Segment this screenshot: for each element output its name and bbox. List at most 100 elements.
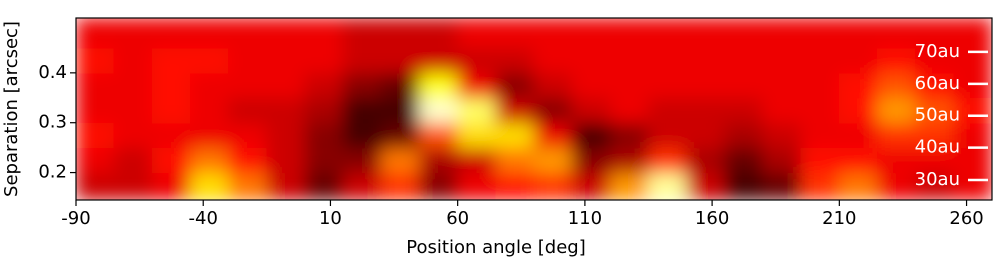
heatmap-cell	[838, 122, 878, 149]
y-tick-label: 0.2	[38, 162, 67, 183]
heatmap-cell	[457, 122, 497, 149]
heatmap-cell	[151, 47, 191, 74]
heatmap-cell	[76, 172, 115, 200]
heatmap-cell	[380, 72, 420, 99]
heatmap-cell	[686, 122, 726, 149]
heatmap-cell	[457, 18, 497, 49]
heatmap	[76, 18, 992, 200]
heatmap-cell	[838, 172, 878, 200]
heatmap-cell	[800, 147, 840, 174]
heatmap-cell	[838, 18, 878, 49]
heatmap-cell	[609, 172, 649, 200]
heatmap-cell	[609, 47, 649, 74]
heatmap-cell	[533, 147, 573, 174]
heatmap-cell	[609, 18, 649, 49]
heatmap-cell	[228, 97, 268, 124]
heatmap-cell	[380, 122, 420, 149]
heatmap-cell	[266, 47, 306, 74]
heatmap-cell	[609, 72, 649, 99]
heatmap-cell	[533, 72, 573, 99]
scale-label: 30au	[915, 169, 960, 190]
heatmap-cell	[609, 97, 649, 124]
heatmap-cell	[266, 122, 306, 149]
heatmap-cell	[419, 97, 459, 124]
heatmap-cell	[495, 47, 535, 74]
heatmap-cell	[915, 47, 955, 74]
heatmap-cell	[304, 147, 344, 174]
heatmap-cell	[190, 97, 230, 124]
heatmap-cell	[342, 97, 382, 124]
heatmap-cell	[877, 72, 917, 99]
heatmap-cell	[648, 147, 688, 174]
heatmap-cell	[419, 47, 459, 74]
heatmap-cell	[266, 18, 306, 49]
heatmap-cell	[304, 97, 344, 124]
heatmap-cell	[648, 18, 688, 49]
heatmap-cell	[495, 172, 535, 200]
heatmap-cell	[877, 122, 917, 149]
heatmap-cell	[800, 122, 840, 149]
heatmap-cell	[304, 72, 344, 99]
heatmap-cell	[495, 122, 535, 149]
annotations: 30au 40au 50au 60au 70au	[915, 41, 988, 190]
heatmap-cell	[113, 122, 153, 149]
heatmap-cell	[686, 97, 726, 124]
heatmap-cell	[533, 97, 573, 124]
heatmap-cell	[571, 147, 611, 174]
heatmap-cell	[228, 122, 268, 149]
plot-frame	[75, 17, 993, 201]
heatmap-cell	[762, 147, 802, 174]
heatmap-cell	[342, 47, 382, 74]
heatmap-cell	[686, 147, 726, 174]
heatmap-cell	[533, 172, 573, 200]
x-tick-label: 210	[822, 208, 856, 229]
heatmap-cell	[266, 147, 306, 174]
x-tick-label: 260	[949, 208, 983, 229]
heatmap-area	[76, 18, 992, 200]
heatmap-cell	[724, 172, 764, 200]
heatmap-cell	[648, 172, 688, 200]
heatmap-cell	[571, 122, 611, 149]
heatmap-cell	[838, 147, 878, 174]
scale-label: 70au	[915, 41, 960, 62]
heatmap-cell	[380, 18, 420, 49]
heatmap-cell	[571, 97, 611, 124]
heatmap-cell	[762, 18, 802, 49]
heatmap-cell	[266, 72, 306, 99]
heatmap-cell	[915, 18, 955, 49]
heatmap-cell	[686, 172, 726, 200]
heatmap-cell	[228, 47, 268, 74]
heatmap-cell	[457, 47, 497, 74]
heatmap-cell	[304, 172, 344, 200]
heatmap-cell	[342, 122, 382, 149]
heatmap-cell	[838, 72, 878, 99]
heatmap-cell	[151, 172, 191, 200]
heatmap-cell	[190, 18, 230, 49]
x-tick-label: 60	[446, 208, 469, 229]
heatmap-cell	[151, 147, 191, 174]
heatmap-cell	[533, 47, 573, 74]
heatmap-cell	[190, 122, 230, 149]
heatmap-cell	[800, 18, 840, 49]
heatmap-cell	[571, 72, 611, 99]
heatmap-cell	[800, 47, 840, 74]
heatmap-cell	[266, 172, 306, 200]
heatmap-cell	[686, 18, 726, 49]
heatmap-cell	[953, 18, 992, 49]
heatmap-cell	[190, 147, 230, 174]
heatmap-cell	[800, 72, 840, 99]
heatmap-cell	[495, 18, 535, 49]
heatmap-cell	[76, 122, 115, 149]
heatmap-cell	[533, 122, 573, 149]
heatmap-cell	[113, 147, 153, 174]
heatmap-cell	[190, 47, 230, 74]
heatmap-cell	[380, 147, 420, 174]
y-tick-label: 0.3	[38, 112, 67, 133]
heatmap-cell	[457, 172, 497, 200]
heatmap-cell	[342, 147, 382, 174]
heatmap-cell	[877, 172, 917, 200]
heatmap-cell	[953, 172, 992, 200]
heatmap-cell	[419, 147, 459, 174]
heatmap-cell	[190, 72, 230, 99]
